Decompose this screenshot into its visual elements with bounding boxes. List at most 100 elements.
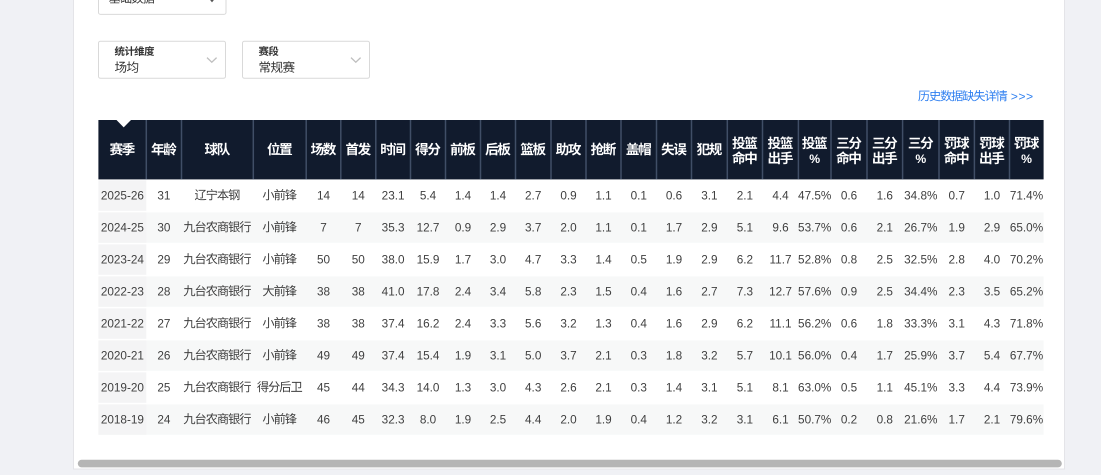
svg-text:2.1: 2.1 bbox=[877, 221, 893, 234]
svg-text:33.3%: 33.3% bbox=[904, 317, 938, 330]
svg-text:28: 28 bbox=[157, 285, 171, 298]
svg-text:38: 38 bbox=[317, 317, 331, 330]
svg-text:2.1: 2.1 bbox=[984, 413, 1000, 426]
svg-text:3.2: 3.2 bbox=[701, 349, 717, 362]
svg-text:34.3: 34.3 bbox=[382, 381, 405, 394]
svg-text:30: 30 bbox=[157, 221, 171, 234]
svg-text:0.4: 0.4 bbox=[631, 413, 648, 426]
svg-text:3.7: 3.7 bbox=[949, 349, 965, 362]
svg-text:0.8: 0.8 bbox=[877, 413, 894, 426]
svg-text:7.3: 7.3 bbox=[737, 285, 754, 298]
svg-text:44: 44 bbox=[352, 381, 366, 394]
svg-text:0.6: 0.6 bbox=[841, 189, 858, 202]
svg-text:1.8: 1.8 bbox=[666, 349, 683, 362]
svg-text:4.4: 4.4 bbox=[772, 189, 789, 202]
svg-text:21.6%: 21.6% bbox=[904, 413, 938, 426]
svg-text:14.0: 14.0 bbox=[417, 381, 440, 394]
svg-text:45: 45 bbox=[317, 381, 331, 394]
svg-text:5.1: 5.1 bbox=[737, 381, 753, 394]
svg-text:1.8: 1.8 bbox=[877, 317, 894, 330]
svg-text:%: % bbox=[809, 152, 820, 166]
svg-text:3.3: 3.3 bbox=[560, 253, 577, 266]
svg-text:0.4: 0.4 bbox=[631, 285, 648, 298]
svg-text:37.4: 37.4 bbox=[382, 317, 405, 330]
svg-text:70.2%: 70.2% bbox=[1010, 253, 1044, 266]
svg-text:0.9: 0.9 bbox=[560, 189, 576, 202]
svg-text:0.5: 0.5 bbox=[631, 253, 648, 266]
svg-text:3.2: 3.2 bbox=[701, 413, 717, 426]
svg-text:52.8%: 52.8% bbox=[798, 253, 832, 266]
svg-text:0.6: 0.6 bbox=[841, 221, 858, 234]
svg-text:2.0: 2.0 bbox=[560, 221, 577, 234]
svg-text:%: % bbox=[1021, 152, 1032, 166]
svg-text:3.0: 3.0 bbox=[490, 381, 507, 394]
svg-text:1.4: 1.4 bbox=[666, 381, 683, 394]
svg-text:0.1: 0.1 bbox=[631, 189, 647, 202]
svg-text:1.1: 1.1 bbox=[595, 221, 611, 234]
svg-text:49: 49 bbox=[317, 349, 330, 362]
svg-text:63.0%: 63.0% bbox=[798, 381, 832, 394]
svg-text:10.1: 10.1 bbox=[769, 349, 792, 362]
svg-text:2.1: 2.1 bbox=[595, 349, 611, 362]
svg-text:1.0: 1.0 bbox=[984, 189, 1001, 202]
svg-text:47.5%: 47.5% bbox=[798, 189, 832, 202]
svg-text:1.1: 1.1 bbox=[595, 189, 611, 202]
svg-text:7: 7 bbox=[320, 221, 327, 234]
svg-text:0.3: 0.3 bbox=[631, 349, 648, 362]
svg-text:2023-24: 2023-24 bbox=[101, 253, 145, 266]
svg-text:2.8: 2.8 bbox=[949, 253, 966, 266]
svg-text:1.7: 1.7 bbox=[455, 253, 471, 266]
svg-text:14: 14 bbox=[317, 189, 331, 202]
svg-text:25.9%: 25.9% bbox=[904, 349, 938, 362]
svg-text:2.9: 2.9 bbox=[984, 221, 1000, 234]
svg-text:65.0%: 65.0% bbox=[1010, 221, 1044, 234]
svg-text:4.0: 4.0 bbox=[984, 253, 1001, 266]
svg-text:3.1: 3.1 bbox=[737, 413, 753, 426]
svg-text:2.3: 2.3 bbox=[949, 285, 966, 298]
svg-text:14: 14 bbox=[352, 189, 366, 202]
svg-text:5.0: 5.0 bbox=[525, 349, 542, 362]
svg-text:8.0: 8.0 bbox=[420, 413, 437, 426]
svg-text:2.9: 2.9 bbox=[701, 253, 717, 266]
svg-text:0.5: 0.5 bbox=[841, 381, 858, 394]
svg-text:35.3: 35.3 bbox=[382, 221, 405, 234]
svg-text:2.9: 2.9 bbox=[701, 221, 717, 234]
svg-text:34.8%: 34.8% bbox=[904, 189, 938, 202]
svg-text:1.6: 1.6 bbox=[666, 285, 683, 298]
svg-text:3.3: 3.3 bbox=[949, 381, 966, 394]
svg-text:45: 45 bbox=[352, 413, 366, 426]
svg-text:3.3: 3.3 bbox=[490, 317, 507, 330]
svg-text:7: 7 bbox=[355, 221, 362, 234]
svg-text:23.1: 23.1 bbox=[382, 189, 405, 202]
svg-text:1.9: 1.9 bbox=[595, 413, 611, 426]
svg-text:1.4: 1.4 bbox=[490, 189, 507, 202]
svg-text:57.6%: 57.6% bbox=[798, 285, 832, 298]
svg-text:2.0: 2.0 bbox=[560, 413, 577, 426]
svg-text:25: 25 bbox=[157, 381, 171, 394]
svg-text:5.4: 5.4 bbox=[420, 189, 437, 202]
svg-text:1.3: 1.3 bbox=[455, 381, 472, 394]
svg-text:11.1: 11.1 bbox=[770, 317, 792, 330]
svg-text:3.4: 3.4 bbox=[490, 285, 507, 298]
svg-text:1.5: 1.5 bbox=[595, 285, 612, 298]
svg-text:>>>: >>> bbox=[1011, 89, 1034, 103]
svg-text:0.1: 0.1 bbox=[631, 221, 647, 234]
svg-text:38: 38 bbox=[317, 285, 331, 298]
svg-text:3.1: 3.1 bbox=[949, 317, 965, 330]
svg-text:6.2: 6.2 bbox=[737, 317, 753, 330]
svg-text:4.4: 4.4 bbox=[525, 413, 542, 426]
svg-text:2.5: 2.5 bbox=[877, 253, 894, 266]
svg-text:2.9: 2.9 bbox=[490, 221, 506, 234]
svg-text:37.4: 37.4 bbox=[382, 349, 405, 362]
svg-text:1.7: 1.7 bbox=[666, 221, 682, 234]
svg-text:5.6: 5.6 bbox=[525, 317, 542, 330]
svg-text:2.5: 2.5 bbox=[490, 413, 507, 426]
svg-text:17.8: 17.8 bbox=[417, 285, 440, 298]
svg-text:0.2: 0.2 bbox=[841, 413, 857, 426]
svg-text:3.2: 3.2 bbox=[560, 317, 576, 330]
svg-text:2019-20: 2019-20 bbox=[101, 381, 145, 394]
svg-text:32.5%: 32.5% bbox=[904, 253, 938, 266]
svg-text:1.1: 1.1 bbox=[877, 381, 893, 394]
svg-text:0.6: 0.6 bbox=[666, 189, 683, 202]
svg-text:2.1: 2.1 bbox=[737, 189, 753, 202]
